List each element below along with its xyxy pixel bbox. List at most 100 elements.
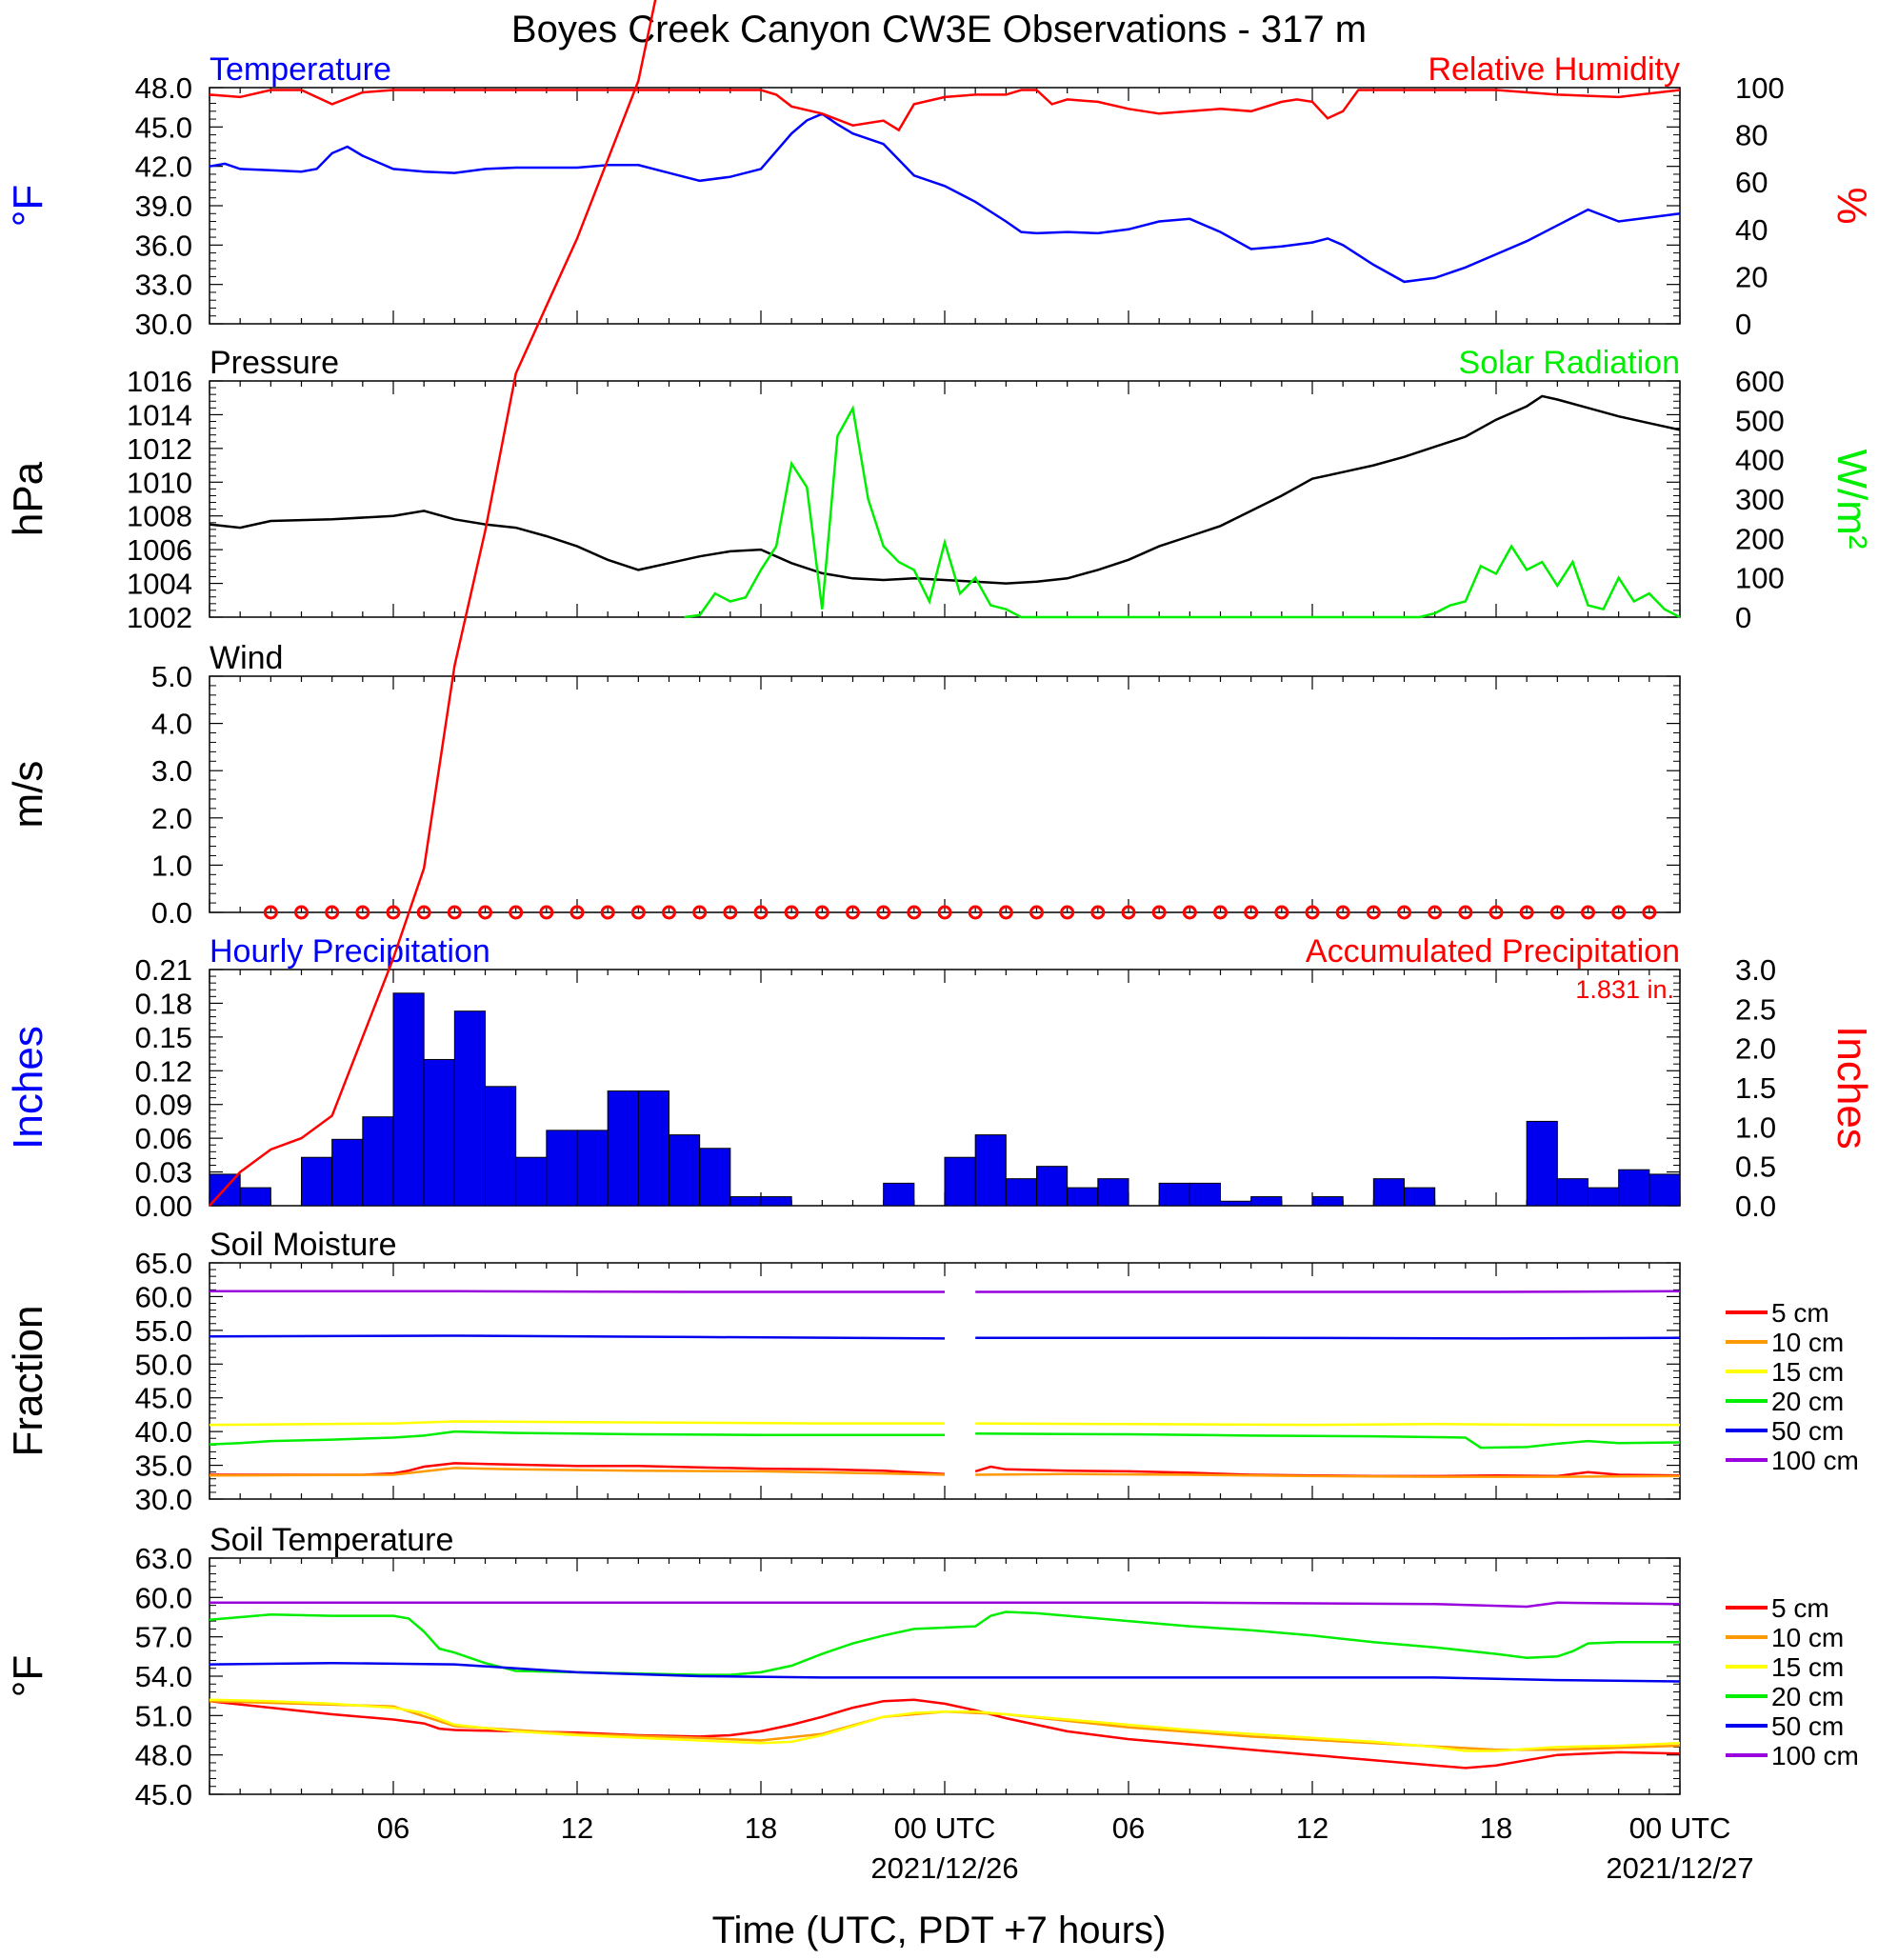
wind-point (1549, 905, 1565, 920)
precip-bar (1618, 1169, 1650, 1207)
precip-bar (1250, 1196, 1283, 1207)
y-tick-label-left: 0.06 (135, 1122, 192, 1155)
precip-bar (423, 1058, 455, 1207)
y-tick-label-left: 0.00 (135, 1190, 192, 1223)
precip-bar (453, 1010, 487, 1207)
precip-bar (1311, 1196, 1344, 1207)
series-line (209, 1698, 1681, 1752)
accumulated-total-annotation: 1.831 in. (1575, 975, 1674, 1004)
y-tick-label-left: 30.0 (135, 1483, 192, 1516)
panel-wind: 5.0 4.0 3.0 2.0 1.0 0.0 m/s Wind (5, 640, 1681, 930)
y-tick-label-left: 35.0 (135, 1450, 192, 1483)
chart-panels: 48.045.042.039.036.033.030.0100806040200… (5, 0, 1875, 1811)
y-tick-label-right: 1.5 (1735, 1071, 1776, 1105)
y-tick-label-left: 33.0 (135, 269, 192, 302)
wind-point (1335, 905, 1350, 920)
y-tick-label-left: 0.12 (135, 1054, 192, 1088)
wind-point (784, 905, 799, 920)
y-tick-label-right: 0 (1735, 601, 1751, 634)
legend-label: 20 cm (1771, 1682, 1844, 1711)
precip-bar (729, 1196, 762, 1207)
wind-point (907, 905, 922, 920)
panel-label-right: Accumulated Precipitation (1306, 933, 1680, 970)
panel-precip: 0.210.180.150.120.090.060.030.003.02.52.… (5, 0, 1875, 1223)
wind-point (846, 905, 860, 920)
y-axis-title-left: hPa (5, 461, 51, 536)
y-axis-title-left: m/s (5, 761, 51, 829)
wind-point (1029, 905, 1044, 920)
series-line (209, 1698, 1681, 1770)
y-tick-label-right: 600 (1735, 365, 1785, 398)
y-tick-label-left: 60.0 (135, 1581, 192, 1614)
wind-point (1151, 905, 1167, 920)
panel-soil_moisture: 65.060.055.050.045.040.035.030.0 Fraction… (5, 1227, 1859, 1516)
y-axis-title-left: Inches (5, 1026, 51, 1150)
y-tick-label-right: 1.0 (1735, 1110, 1776, 1144)
wind-point (539, 905, 554, 920)
plot-frame (209, 1262, 1681, 1500)
precip-bar (1220, 1200, 1252, 1207)
series-line (209, 1661, 1681, 1683)
legend-label: 5 cm (1771, 1593, 1829, 1623)
wind-point (723, 905, 738, 920)
series-line (209, 1420, 945, 1427)
precip-bar (1372, 1178, 1406, 1207)
precip-bar (1189, 1182, 1222, 1207)
x-tick-label: 06 (1112, 1811, 1145, 1845)
precip-bar (1067, 1187, 1099, 1207)
precip-bar (331, 1138, 364, 1207)
precip-bar (1158, 1182, 1190, 1207)
y-axis-title-left: °F (5, 185, 51, 227)
panel-label-left: Soil Moisture (210, 1227, 397, 1263)
y-axis-title-right: % (1828, 187, 1875, 224)
y-tick-label-right: 100 (1735, 71, 1785, 105)
precip-bar (1526, 1120, 1558, 1207)
wind-point (692, 905, 708, 920)
y-tick-label-right: 3.0 (1735, 953, 1776, 987)
wind-point (1213, 905, 1228, 920)
y-tick-label-left: 1012 (127, 432, 192, 466)
y-tick-label-left: 0.18 (135, 987, 192, 1020)
y-tick-label-right: 2.5 (1735, 992, 1776, 1026)
wind-point (1642, 905, 1657, 920)
wind-point (1519, 905, 1534, 920)
wind-point (998, 905, 1013, 920)
precip-bar (974, 1134, 1007, 1207)
series-line (209, 0, 657, 1207)
x-tick-label: 18 (745, 1811, 777, 1845)
precip-bar (883, 1182, 915, 1207)
plot-frame (209, 380, 1681, 618)
plot-frame (209, 675, 1681, 913)
panel-temp_rh: 48.0 45.0 42.0 39.0 36.0 33.0 30.0 100 80 60 40 20 0… (5, 51, 1875, 341)
series-line (210, 1601, 1681, 1609)
wind-point (1458, 905, 1473, 920)
x-axis-title: Time (UTC, PDT +7 hours) (712, 1910, 1167, 1951)
y-tick-label-right: 200 (1735, 522, 1785, 555)
y-axis-title-left: °F (5, 1655, 51, 1697)
y-tick-label-left: 45.0 (135, 1382, 192, 1415)
wind-point (263, 905, 278, 920)
wind-point (509, 905, 524, 920)
y-tick-label-left: 65.0 (135, 1247, 192, 1280)
precip-bar (1556, 1178, 1589, 1207)
series-line (975, 1290, 1681, 1293)
wind-point (753, 905, 769, 920)
precip-bar (515, 1156, 548, 1207)
precip-bar (1648, 1173, 1681, 1207)
precip-bar (485, 1086, 517, 1207)
precip-bar (362, 1116, 394, 1207)
panel-label-left: Hourly Precipitation (210, 933, 490, 970)
wind-point (814, 905, 829, 920)
wind-point (569, 905, 585, 920)
y-tick-label-left: 60.0 (135, 1280, 192, 1313)
series-line (209, 1430, 945, 1446)
panel-label-left: Wind (210, 640, 283, 676)
precip-bar (1005, 1178, 1038, 1207)
y-tick-label-left: 0.0 (151, 896, 192, 930)
legend-label: 100 cm (1771, 1446, 1859, 1475)
legend-label: 20 cm (1771, 1387, 1844, 1416)
precip-bar (239, 1187, 271, 1207)
